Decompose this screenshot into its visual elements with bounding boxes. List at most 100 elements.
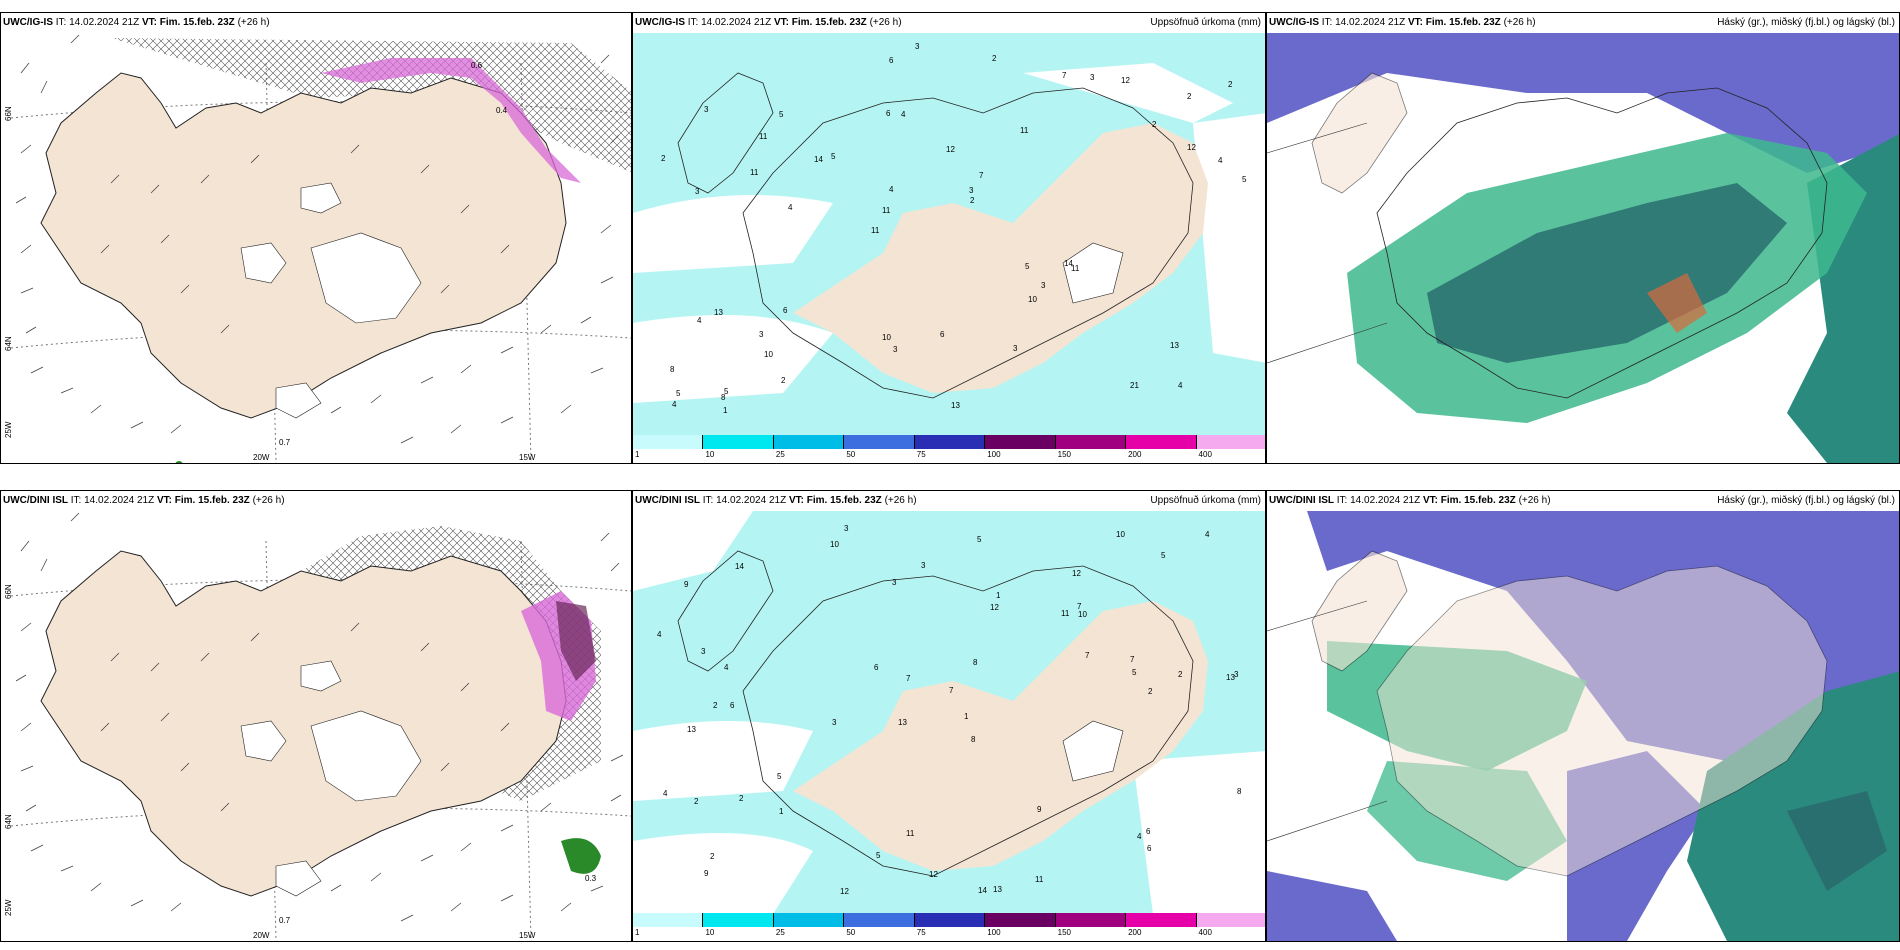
colorbar-segment — [1055, 913, 1127, 927]
precip-value: 11 — [871, 226, 880, 235]
precip-value: 4 — [1178, 381, 1183, 390]
colorbar-segment — [633, 435, 704, 449]
precip-value: 5 — [1242, 175, 1247, 184]
precip-value: 3 — [1090, 73, 1095, 82]
precip-value: 5 — [676, 389, 681, 398]
colorbar-label: 10 — [705, 450, 715, 459]
precip-map: 4321111561213581047113655121110457621131… — [633, 33, 1265, 436]
colorbar-segment — [1055, 435, 1127, 449]
precip-value: 2 — [739, 794, 744, 803]
lat-tick: 64N — [4, 814, 13, 829]
colorbar-label: 75 — [916, 928, 926, 937]
precip-value: 4 — [1218, 156, 1223, 165]
precip-value: 4 — [697, 316, 702, 325]
colorbar-segment — [1126, 435, 1197, 449]
precip-value: 2 — [1228, 80, 1233, 89]
wind-map: 0.3 0.7 — [10, 512, 631, 941]
precip-value: 12 — [929, 870, 938, 879]
precip-value: 7 — [1077, 602, 1082, 611]
colorbar-label: 50 — [846, 450, 856, 459]
precip-value: 7 — [1130, 655, 1135, 664]
wind-barbs — [15, 512, 624, 922]
panel-clouds-dini: UWC/DINI ISL IT: 14.02.2024 21Z VT: Fim.… — [1266, 490, 1900, 942]
precip-value: 2 — [710, 852, 715, 861]
precip-value: 11 — [906, 829, 915, 838]
precip-value: 21 — [1130, 381, 1139, 390]
precip-value: 7 — [1085, 651, 1090, 660]
precip-value: 8 — [721, 393, 726, 402]
precip-value: 13 — [1226, 673, 1235, 682]
precip-value: 7 — [979, 171, 984, 180]
precip-value: 8 — [973, 658, 978, 667]
precip-value: 14 — [1064, 259, 1073, 268]
precip-value: 3 — [969, 186, 974, 195]
iceland-land — [40, 550, 567, 897]
precip-value: 3 — [701, 647, 706, 656]
precip-value: 3 — [695, 187, 700, 196]
precip-value: 3 — [1013, 344, 1018, 353]
lat-tick: 66N — [4, 106, 13, 121]
precip-value: 4 — [724, 663, 729, 672]
field-title: Uppsöfnuð úrkoma (mm) — [1150, 495, 1261, 506]
colorbar-label: 200 — [1128, 928, 1142, 937]
precip-value: 1 — [964, 712, 969, 721]
panel-header: UWC/IG-IS IT: 14.02.2024 21Z VT: Fim. 15… — [635, 17, 1261, 28]
colorbar-label: 50 — [846, 928, 856, 937]
precip-value: 4 — [788, 203, 793, 212]
lat-tick: 25W — [4, 421, 13, 438]
precip-value: 6 — [1147, 844, 1152, 853]
precip-value: 12 — [840, 887, 849, 896]
panel-wind-igis: UWC/IG-IS IT: 14.02.2024 21Z VT: Fim. 15… — [0, 12, 632, 464]
wind-label: 0.6 — [471, 61, 483, 70]
colorbar: 1 10 25 50 75 100 150 200 400 — [633, 913, 1265, 941]
precip-value: 10 — [1028, 295, 1037, 304]
wind-label: 0.7 — [279, 438, 291, 447]
colorbar-label: 10 — [705, 928, 715, 937]
precip-value: 9 — [1037, 805, 1042, 814]
wind-barbs — [15, 34, 620, 444]
colorbar-segment — [985, 435, 1056, 449]
colorbar-segment — [633, 913, 704, 927]
panel-header: UWC/IG-IS IT: 14.02.2024 21Z VT: Fim. 15… — [3, 17, 270, 28]
colorbar-label: 100 — [987, 928, 1001, 937]
lat-tick: 66N — [4, 584, 13, 599]
precip-value: 6 — [874, 663, 879, 672]
precip-value: 2 — [1178, 670, 1183, 679]
precip-value: 10 — [1116, 530, 1125, 539]
precip-value: 11 — [1035, 875, 1044, 884]
precip-value: 13 — [687, 725, 696, 734]
precip-value: 11 — [759, 132, 768, 141]
precip-value: 5 — [1132, 668, 1137, 677]
precip-values: 4321111561213581047113655121110457621131… — [661, 42, 1247, 415]
panel-clouds-igis: UWC/IG-IS IT: 14.02.2024 21Z VT: Fim. 15… — [1266, 12, 1900, 464]
precip-value: 6 — [783, 306, 788, 315]
precip-value: 9 — [704, 869, 709, 878]
precip-value: 5 — [1161, 551, 1166, 560]
colorbar-segment — [914, 435, 986, 449]
precip-value: 3 — [921, 561, 926, 570]
precip-value: 5 — [779, 110, 784, 119]
precip-value: 10 — [830, 540, 839, 549]
lon-tick: 20W — [253, 931, 270, 940]
precip-value: 12 — [990, 603, 999, 612]
panel-precip-igis: UWC/IG-IS IT: 14.02.2024 21Z VT: Fim. 15… — [632, 12, 1266, 464]
iceland-land — [793, 123, 1208, 393]
precip-value: 7 — [1062, 71, 1067, 80]
precip-value: 4 — [889, 185, 894, 194]
wind-label: 0.4 — [496, 106, 508, 115]
wind-label: 0.7 — [279, 916, 291, 925]
precip-value: 3 — [892, 578, 897, 587]
panel-header: UWC/IG-IS IT: 14.02.2024 21Z VT: Fim. 15… — [1269, 17, 1895, 28]
colorbar-label: 150 — [1057, 450, 1072, 459]
precip-value: 8 — [670, 365, 675, 374]
colorbar-label: 1 — [635, 928, 640, 937]
precip-value: 2 — [694, 797, 699, 806]
colorbar-label: 400 — [1198, 450, 1212, 459]
precip-value: 4 — [901, 110, 906, 119]
precip-value: 6 — [886, 109, 891, 118]
precip-value: 2 — [970, 196, 975, 205]
precip-value: 13 — [898, 718, 907, 727]
precip-value: 5 — [1025, 262, 1030, 271]
colorbar-segment — [844, 435, 915, 449]
